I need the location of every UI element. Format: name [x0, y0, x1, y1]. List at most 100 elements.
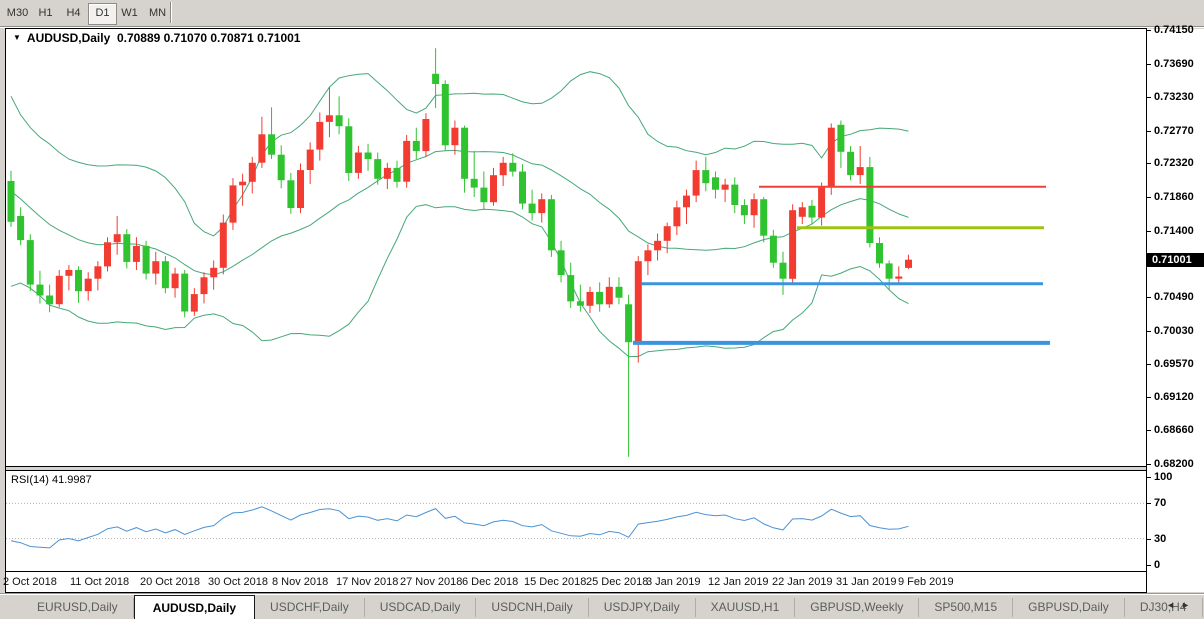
candle	[229, 178, 237, 230]
time-axis-label: 8 Nov 2018	[272, 576, 329, 588]
timeframe-button-m30[interactable]: M30	[6, 7, 29, 19]
main-chart-background[interactable]	[6, 29, 1147, 466]
candle	[84, 272, 92, 301]
symbol-dropdown-icon[interactable]: ▼	[13, 33, 21, 42]
time-axis-label: 22 Jan 2019	[772, 576, 833, 588]
price-axis-tick: 0.69570	[1147, 358, 1203, 370]
rsi-axis-tick: 30	[1147, 533, 1203, 545]
chart-tab-sp500[interactable]: SP500,M15	[919, 598, 1014, 617]
candle	[480, 171, 488, 210]
tab-scroll-left-icon[interactable]: ◄	[1166, 600, 1182, 610]
timeframe-button-h4[interactable]: H4	[66, 7, 81, 19]
timeframe-button-mn[interactable]: MN	[148, 7, 167, 19]
candle	[46, 284, 54, 313]
candle	[75, 266, 82, 303]
candle	[490, 167, 497, 206]
candle	[316, 112, 324, 161]
candle	[740, 199, 748, 224]
candle	[306, 142, 314, 184]
candle	[412, 127, 420, 160]
candle	[576, 284, 584, 312]
timeframe-button-h1[interactable]: H1	[38, 7, 53, 19]
candle	[683, 189, 690, 224]
chart-tab-bar: EURUSD,Daily AUDUSD,Daily USDCHF,Daily USDC…	[0, 593, 1204, 619]
candle	[654, 233, 662, 261]
time-axis-label: 20 Oct 2018	[140, 576, 200, 588]
candle	[104, 237, 111, 272]
price-axis-tick: 0.71860	[1147, 191, 1203, 203]
chart-tab-usdjpy[interactable]: USDJPY,Daily	[589, 598, 696, 617]
candle	[547, 194, 555, 257]
time-axis-label: 30 Oct 2018	[208, 576, 268, 588]
candle	[509, 153, 517, 177]
candle	[393, 160, 401, 188]
candle	[615, 277, 623, 305]
chart-title-row: ▼ AUDUSD,Daily 0.70889 0.71070 0.70871 0.…	[13, 31, 300, 45]
candle	[422, 113, 430, 157]
candles-layer	[7, 48, 912, 457]
chart-tab-usdcnh[interactable]: USDCNH,Daily	[476, 598, 589, 617]
rsi-panel-background[interactable]	[6, 471, 1147, 571]
panel-splitter[interactable]	[6, 467, 1146, 470]
candle	[702, 156, 710, 192]
time-axis-label: 25 Dec 2018	[586, 576, 649, 588]
candle	[519, 164, 526, 210]
candle	[374, 152, 382, 185]
time-axis-label: 27 Nov 2018	[400, 576, 463, 588]
time-axis-border	[5, 592, 1147, 593]
candle	[190, 288, 198, 316]
candle	[142, 240, 150, 280]
candle	[557, 240, 565, 283]
candle	[219, 214, 227, 275]
chart-tab-usdchf[interactable]: USDCHF,Daily	[255, 598, 365, 617]
time-axis-label: 12 Jan 2019	[708, 576, 769, 588]
chart-ohlc-values: 0.70889 0.71070 0.70871 0.71001	[116, 31, 301, 45]
chart-tab-gbpusd[interactable]: GBPUSD,Daily	[1013, 598, 1125, 617]
rsi-indicator-label: RSI(14) 41.9987	[11, 474, 92, 486]
time-axis-label: 31 Jan 2019	[836, 576, 897, 588]
price-axis-tick: 0.70490	[1147, 291, 1203, 303]
candle	[818, 182, 826, 226]
time-axis-label: 6 Dec 2018	[462, 576, 519, 588]
price-axis-tick: 0.73230	[1147, 91, 1203, 103]
rsi-axis-tick: 0	[1147, 559, 1203, 571]
candle	[383, 162, 391, 189]
price-axis-tick: 0.73690	[1147, 58, 1203, 70]
candle	[856, 146, 864, 184]
timeframe-button-w1[interactable]: W1	[121, 7, 138, 19]
candle	[7, 170, 15, 227]
frame-left	[5, 28, 6, 593]
price-axis-tick: 0.68660	[1147, 424, 1203, 436]
rsi-layer	[6, 502, 1146, 549]
candle	[712, 171, 719, 199]
candle	[798, 202, 806, 224]
candle	[26, 234, 34, 292]
chart-tab-usdcad[interactable]: USDCAD,Daily	[365, 598, 477, 617]
chart-tab-audusd[interactable]: AUDUSD,Daily	[133, 595, 256, 619]
timeframe-toolbar: M30 H1 H4 D1 W1 MN	[0, 0, 1204, 27]
chart-tab-xauusd[interactable]: XAUUSD,H1	[696, 598, 796, 617]
candle	[248, 156, 256, 194]
candle	[596, 282, 604, 312]
chart-tab-gbpusd[interactable]: GBPUSD,Weekly	[795, 598, 920, 617]
candle	[268, 107, 276, 160]
candle	[210, 260, 218, 290]
price-axis-tick: 0.71400	[1147, 225, 1203, 237]
chart-tab-eurusd[interactable]: EURUSD,Daily	[22, 598, 134, 617]
time-axis-label: 3 Jan 2019	[646, 576, 701, 588]
rsi-axis-tick: 100	[1147, 471, 1203, 483]
candle	[808, 200, 816, 224]
candle	[885, 260, 893, 290]
time-axis-strip	[6, 572, 1147, 592]
timeframe-button-d1[interactable]: D1	[88, 3, 117, 25]
candle	[673, 200, 681, 235]
tab-scroll-right-icon[interactable]: ►	[1181, 600, 1196, 610]
candle	[297, 163, 304, 214]
rsi-line	[10, 506, 909, 549]
candle	[171, 267, 179, 298]
chart-tab-dj30[interactable]: DJ30,H4	[1125, 598, 1203, 617]
candle	[123, 229, 131, 269]
frame-top	[5, 28, 1147, 29]
